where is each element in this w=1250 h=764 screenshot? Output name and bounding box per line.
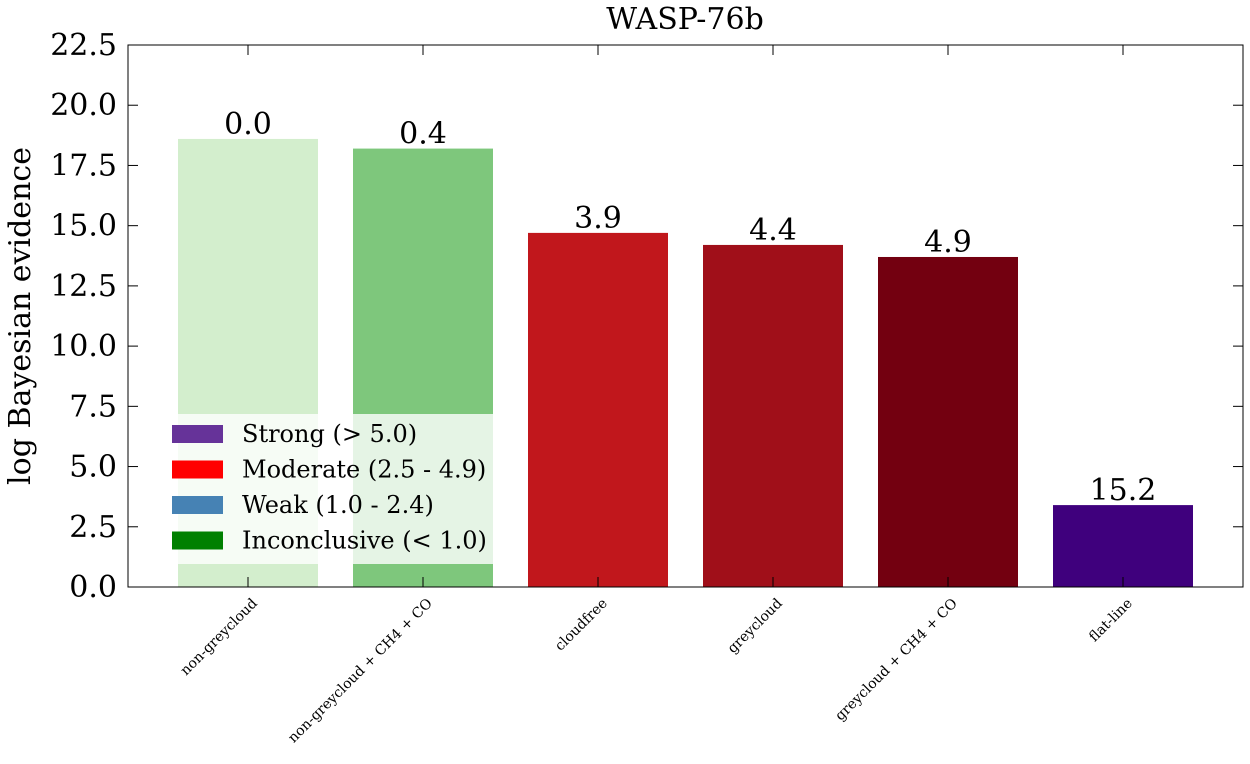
y-tick-label: 20.0 [50,88,117,123]
legend-label: Strong (> 5.0) [242,420,417,448]
legend-label: Weak (1.0 - 2.4) [242,491,434,519]
y-axis-label: log Bayesian evidence [3,147,38,485]
y-tick-label: 5.0 [69,450,117,485]
plot-frame [127,44,1244,588]
y-tick-label: 7.5 [69,389,117,424]
legend-swatch [172,460,223,479]
bar-value-label: 3.9 [574,201,622,236]
y-tick-label: 12.5 [50,269,117,304]
bars-layer: 0.0 0.4 3.9 4.4 4.9 15.2 [178,107,1193,588]
x-tick-label: greycloud + CH4 + CO [832,596,961,725]
bar [703,244,843,587]
bar-value-label: 4.9 [924,225,972,260]
bar-value-label: 4.4 [749,213,797,248]
legend-box [160,414,512,564]
y-tick-label: 10.0 [50,329,117,364]
bar-value-label: 0.4 [399,117,447,152]
y-tick-label: 0.0 [69,570,117,605]
x-tick-label: non-greycloud + CH4 + CO [285,596,436,747]
chart-title: WASP-76b [606,2,764,37]
y-tick-label: 2.5 [69,510,117,545]
bar-value-label: 15.2 [1090,473,1157,508]
legend-label: Inconclusive (< 1.0) [242,527,487,555]
x-tick-label: flat-line [1086,596,1136,646]
legend-swatch [172,496,223,514]
legend-label: Moderate (2.5 - 4.9) [242,456,486,484]
y-tick-label: 22.5 [50,28,117,63]
legend-swatch [172,425,223,443]
x-tick-label: greycloud [725,595,786,656]
y-tick-label: 15.0 [50,209,117,244]
y-tick-label: 17.5 [50,148,117,183]
bar [1053,505,1193,587]
legend: Strong (> 5.0) Moderate (2.5 - 4.9) Weak (… [160,414,512,564]
bar [878,256,1018,587]
x-tick-label: non-greycloud [178,595,261,678]
legend-swatch [172,531,223,550]
x-tick-label: cloudfree [552,596,611,655]
bar-value-label: 0.0 [224,107,272,142]
bar [528,232,668,588]
